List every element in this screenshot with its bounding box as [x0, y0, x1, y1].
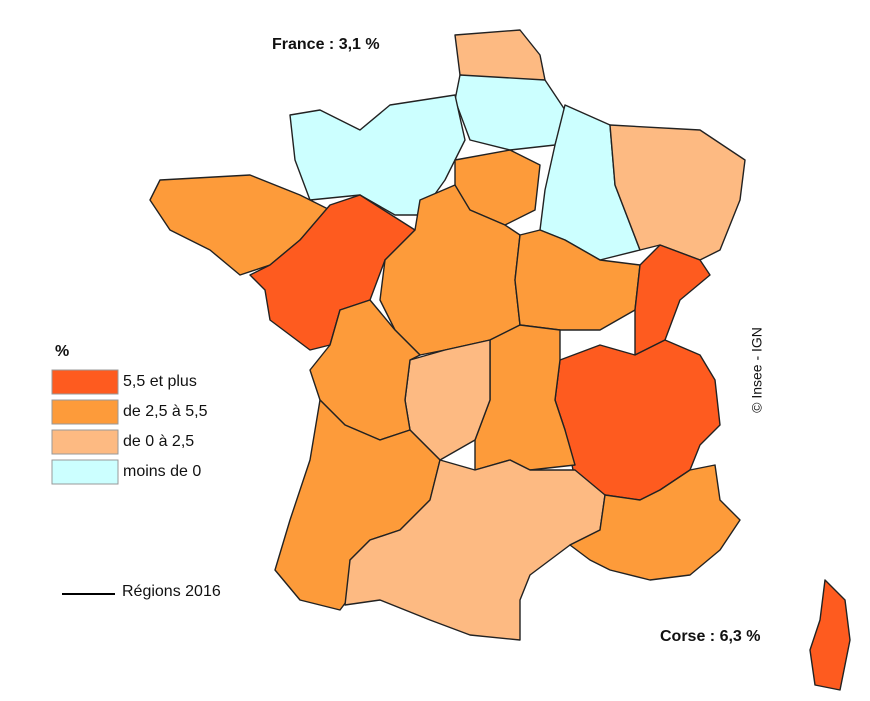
region — [454, 74, 566, 151]
legend-label: moins de 0 — [123, 463, 201, 480]
credit: © Insee - IGN — [749, 327, 765, 413]
legend-swatch — [51, 399, 119, 425]
region — [809, 579, 851, 691]
legend-swatch — [51, 429, 119, 455]
boundary-label: Régions 2016 — [122, 583, 221, 600]
region — [609, 124, 746, 261]
corse-label: Corse : 6,3 % — [660, 628, 760, 645]
legend-title: % — [55, 343, 69, 360]
region — [569, 464, 741, 581]
legend-label: de 0 à 2,5 — [123, 433, 194, 450]
legend-label: de 2,5 à 5,5 — [123, 403, 208, 420]
map-title: France : 3,1 % — [272, 36, 380, 53]
regions — [149, 29, 851, 691]
legend-swatch — [51, 459, 119, 485]
legend: 5,5 et plus de 2,5 à 5,5 de 0 à 2,5 moins d… — [51, 369, 208, 485]
region — [634, 244, 711, 356]
legend-swatch — [51, 369, 119, 395]
region — [454, 29, 546, 81]
legend-label: 5,5 et plus — [123, 373, 197, 390]
